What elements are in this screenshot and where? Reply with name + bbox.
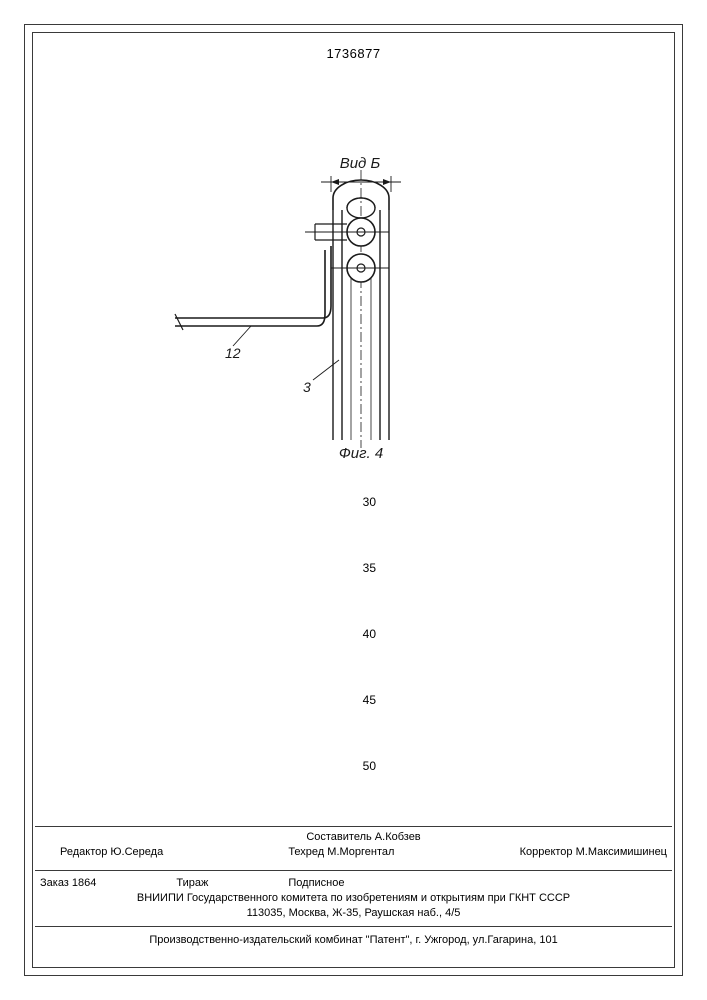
- compiler-name: А.Кобзев: [375, 831, 421, 843]
- line-marker: 40: [352, 627, 376, 641]
- techred-label: Техред: [288, 846, 324, 858]
- fig-label: Фиг. 4: [339, 445, 383, 460]
- tirage-label: Тираж: [176, 876, 208, 891]
- credits-block: Составитель А.Кобзев Редактор Ю.Середа Т…: [60, 830, 667, 860]
- editor-label: Редактор: [60, 846, 107, 858]
- production-line: Производственно-издательский комбинат "П…: [40, 934, 667, 946]
- rule-above-production: [35, 926, 672, 927]
- techred-cell: Техред М.Моргентал: [288, 845, 394, 860]
- techred-name: М.Моргентал: [327, 846, 394, 858]
- footer-block: Заказ 1864 Тираж Подписное ВНИИПИ Госуда…: [40, 876, 667, 921]
- callout-3: 3: [303, 379, 311, 395]
- callout-12: 12: [225, 345, 241, 361]
- figure-4-diagram: Вид Б: [155, 150, 445, 460]
- org-line-2: 113035, Москва, Ж-35, Раушская наб., 4/5: [40, 906, 667, 921]
- order-number: Заказ 1864: [40, 876, 96, 891]
- rule-above-credits: [35, 826, 672, 827]
- editor-name: Ю.Середа: [110, 846, 163, 858]
- line-marker: 35: [352, 561, 376, 575]
- line-marker: 45: [352, 693, 376, 707]
- subscription-label: Подписное: [288, 876, 344, 891]
- view-label: Вид Б: [340, 155, 381, 172]
- line-marker: 30: [352, 495, 376, 509]
- corrector-label: Корректор: [520, 846, 573, 858]
- line-marker: 50: [352, 759, 376, 773]
- corrector-cell: Корректор М.Максимишинец: [520, 845, 667, 860]
- editor-cell: Редактор Ю.Середа: [60, 845, 163, 860]
- org-line-1: ВНИИПИ Государственного комитета по изоб…: [40, 891, 667, 906]
- compiler-label: Составитель: [306, 831, 371, 843]
- patent-number: 1736877: [0, 46, 707, 61]
- corrector-name: М.Максимишинец: [576, 846, 667, 858]
- rule-mid: [35, 870, 672, 871]
